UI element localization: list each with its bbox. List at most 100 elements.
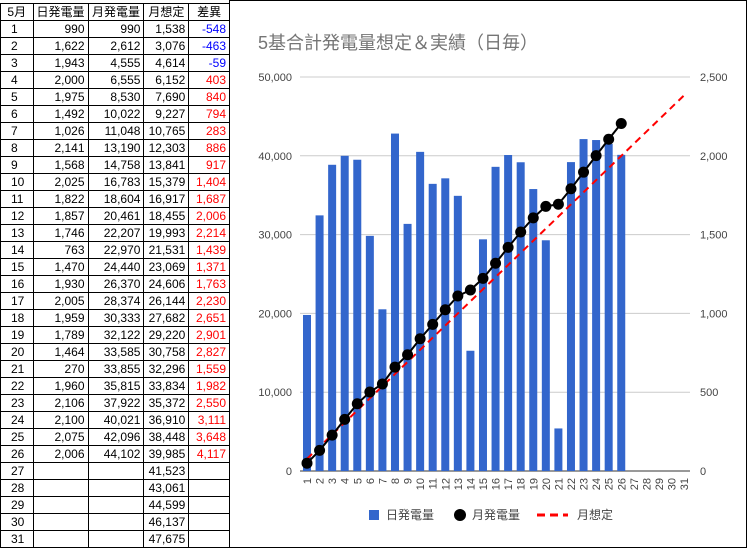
monthly-cell[interactable]: 40,021: [87, 411, 145, 429]
day-cell[interactable]: 10: [0, 173, 34, 191]
diff-cell[interactable]: 4,117: [188, 445, 230, 463]
day-cell[interactable]: 15: [0, 258, 34, 276]
day-cell[interactable]: 7: [0, 122, 34, 140]
diff-cell[interactable]: 840: [188, 88, 230, 106]
daily-cell[interactable]: 1,857: [32, 207, 89, 225]
estimate-cell[interactable]: 27,682: [143, 309, 190, 327]
estimate-cell[interactable]: 7,690: [143, 88, 190, 106]
day-cell[interactable]: 3: [0, 54, 34, 72]
daily-cell[interactable]: 1,464: [32, 343, 89, 361]
estimate-cell[interactable]: 21,531: [143, 241, 190, 259]
estimate-cell[interactable]: 46,137: [143, 513, 190, 531]
estimate-cell[interactable]: 29,220: [143, 326, 190, 344]
daily-cell[interactable]: 1,470: [32, 258, 89, 276]
diff-cell[interactable]: [188, 513, 230, 531]
estimate-cell[interactable]: 6,152: [143, 71, 190, 89]
day-cell[interactable]: 26: [0, 445, 34, 463]
monthly-cell[interactable]: 44,102: [87, 445, 145, 463]
day-cell[interactable]: 6: [0, 105, 34, 123]
diff-cell[interactable]: 2,006: [188, 207, 230, 225]
estimate-cell[interactable]: 32,296: [143, 360, 190, 378]
daily-cell[interactable]: 1,930: [32, 275, 89, 293]
diff-cell[interactable]: [188, 530, 230, 548]
header-monthly[interactable]: 月発電量: [87, 3, 145, 21]
daily-cell[interactable]: [32, 496, 89, 514]
day-cell[interactable]: 16: [0, 275, 34, 293]
daily-cell[interactable]: 2,005: [32, 292, 89, 310]
day-cell[interactable]: 22: [0, 377, 34, 395]
diff-cell[interactable]: 794: [188, 105, 230, 123]
estimate-cell[interactable]: 10,765: [143, 122, 190, 140]
daily-cell[interactable]: [32, 479, 89, 497]
diff-cell[interactable]: 886: [188, 139, 230, 157]
header-daily[interactable]: 日発電量: [32, 3, 89, 21]
monthly-cell[interactable]: 28,374: [87, 292, 145, 310]
diff-cell[interactable]: 2,230: [188, 292, 230, 310]
diff-cell[interactable]: 3,111: [188, 411, 230, 429]
monthly-cell[interactable]: [87, 462, 145, 480]
day-cell[interactable]: 5: [0, 88, 34, 106]
estimate-cell[interactable]: 15,379: [143, 173, 190, 191]
day-cell[interactable]: 24: [0, 411, 34, 429]
monthly-cell[interactable]: 2,612: [87, 37, 145, 55]
diff-cell[interactable]: 403: [188, 71, 230, 89]
diff-cell[interactable]: -59: [188, 54, 230, 72]
day-cell[interactable]: 4: [0, 71, 34, 89]
diff-cell[interactable]: 1,559: [188, 360, 230, 378]
diff-cell[interactable]: 2,214: [188, 224, 230, 242]
estimate-cell[interactable]: 47,675: [143, 530, 190, 548]
daily-cell[interactable]: 1,568: [32, 156, 89, 174]
monthly-cell[interactable]: 6,555: [87, 71, 145, 89]
daily-cell[interactable]: 1,492: [32, 105, 89, 123]
estimate-cell[interactable]: 24,606: [143, 275, 190, 293]
diff-cell[interactable]: 283: [188, 122, 230, 140]
daily-cell[interactable]: 1,959: [32, 309, 89, 327]
diff-cell[interactable]: 2,651: [188, 309, 230, 327]
diff-cell[interactable]: 2,827: [188, 343, 230, 361]
estimate-cell[interactable]: 38,448: [143, 428, 190, 446]
diff-cell[interactable]: -548: [188, 20, 230, 38]
day-cell[interactable]: 27: [0, 462, 34, 480]
daily-cell[interactable]: 2,000: [32, 71, 89, 89]
estimate-cell[interactable]: 33,834: [143, 377, 190, 395]
daily-cell[interactable]: 1,975: [32, 88, 89, 106]
monthly-cell[interactable]: 26,370: [87, 275, 145, 293]
daily-cell[interactable]: 2,075: [32, 428, 89, 446]
diff-cell[interactable]: 1,687: [188, 190, 230, 208]
daily-cell[interactable]: 1,026: [32, 122, 89, 140]
diff-cell[interactable]: 1,404: [188, 173, 230, 191]
day-cell[interactable]: 20: [0, 343, 34, 361]
estimate-cell[interactable]: 30,758: [143, 343, 190, 361]
day-cell[interactable]: 28: [0, 479, 34, 497]
monthly-cell[interactable]: 10,022: [87, 105, 145, 123]
estimate-cell[interactable]: 41,523: [143, 462, 190, 480]
daily-cell[interactable]: 1,822: [32, 190, 89, 208]
estimate-cell[interactable]: 16,917: [143, 190, 190, 208]
day-cell[interactable]: 12: [0, 207, 34, 225]
header-month[interactable]: 5月: [0, 3, 34, 21]
daily-cell[interactable]: 1,622: [32, 37, 89, 55]
monthly-cell[interactable]: 35,815: [87, 377, 145, 395]
day-cell[interactable]: 9: [0, 156, 34, 174]
monthly-cell[interactable]: 4,555: [87, 54, 145, 72]
day-cell[interactable]: 30: [0, 513, 34, 531]
monthly-cell[interactable]: 33,855: [87, 360, 145, 378]
day-cell[interactable]: 18: [0, 309, 34, 327]
header-estimate[interactable]: 月想定: [143, 3, 190, 21]
estimate-cell[interactable]: 18,455: [143, 207, 190, 225]
monthly-cell[interactable]: 42,096: [87, 428, 145, 446]
daily-cell[interactable]: 1,960: [32, 377, 89, 395]
monthly-cell[interactable]: 13,190: [87, 139, 145, 157]
monthly-cell[interactable]: [87, 496, 145, 514]
day-cell[interactable]: 11: [0, 190, 34, 208]
estimate-cell[interactable]: 26,144: [143, 292, 190, 310]
daily-cell[interactable]: [32, 530, 89, 548]
day-cell[interactable]: 2: [0, 37, 34, 55]
diff-cell[interactable]: 1,763: [188, 275, 230, 293]
estimate-cell[interactable]: 44,599: [143, 496, 190, 514]
diff-cell[interactable]: 2,901: [188, 326, 230, 344]
monthly-cell[interactable]: 16,783: [87, 173, 145, 191]
monthly-cell[interactable]: [87, 479, 145, 497]
header-diff[interactable]: 差異: [188, 3, 230, 21]
daily-cell[interactable]: 2,106: [32, 394, 89, 412]
